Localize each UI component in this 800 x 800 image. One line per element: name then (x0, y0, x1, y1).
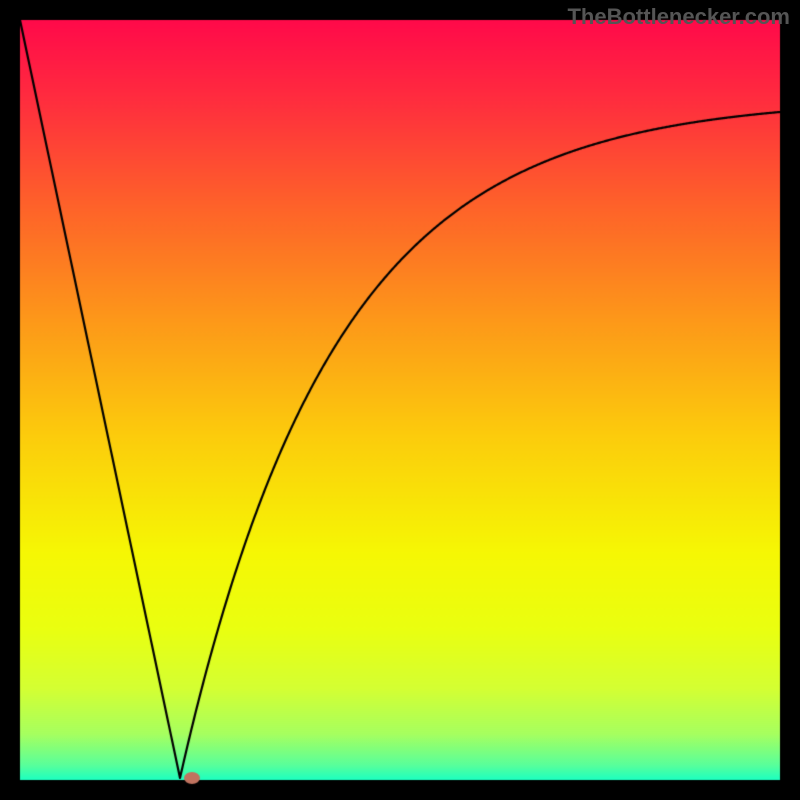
chart-container: TheBottlenecker.com (0, 0, 800, 800)
bottleneck-chart-canvas (0, 0, 800, 800)
